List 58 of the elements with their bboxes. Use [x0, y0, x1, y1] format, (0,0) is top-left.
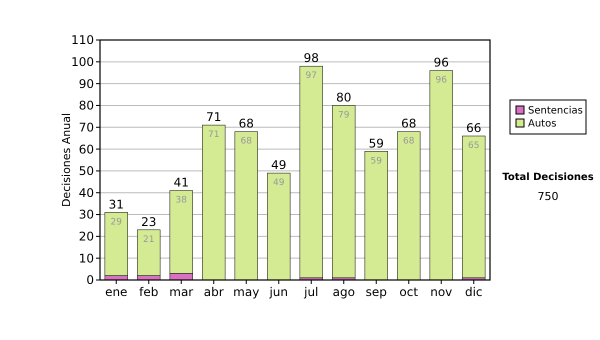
- total-label: 71: [206, 110, 222, 124]
- text: 750: [538, 190, 558, 203]
- total-label: 23: [141, 214, 156, 229]
- total-label: 31: [108, 197, 124, 212]
- total-label: 98: [304, 51, 319, 66]
- total-label: 41: [174, 176, 189, 190]
- data-label: 71: [208, 130, 220, 140]
- x-tick-label: dic: [464, 285, 483, 299]
- total-label: 68: [238, 116, 254, 131]
- y-tick-label: 100: [71, 55, 94, 70]
- legend-label: Sentencias: [528, 106, 583, 116]
- total-label: 66: [466, 121, 482, 135]
- data-label: 79: [338, 110, 350, 120]
- y-tick-label: 10: [78, 251, 94, 266]
- x-tick-label: feb: [139, 285, 158, 299]
- data-label: 38: [176, 196, 188, 206]
- x-tick-label: mar: [169, 285, 194, 299]
- x-tick-label: ene: [105, 285, 128, 299]
- y-tick-label: 0: [86, 273, 94, 288]
- data-label: 96: [436, 76, 448, 86]
- x-tick-label: sep: [366, 285, 387, 299]
- x-tick-label: may: [233, 285, 260, 299]
- legend-label: Autos: [528, 118, 556, 130]
- x-tick-label: ago: [332, 285, 355, 299]
- total-label: 49: [271, 158, 286, 172]
- bar: [462, 136, 486, 278]
- bar: [137, 230, 160, 276]
- y-tick-label: 80: [78, 98, 94, 113]
- data-label: 29: [110, 217, 122, 228]
- text: Total Decisiones: [502, 172, 594, 183]
- data-label: 68: [240, 136, 252, 147]
- y-tick-label: 90: [78, 76, 94, 91]
- total-label: 68: [401, 116, 416, 131]
- bar: [332, 105, 356, 278]
- data-label: 97: [306, 71, 317, 82]
- y-tick-label: 20: [78, 230, 94, 244]
- data-label: 49: [273, 178, 285, 188]
- x-tick-label: jul: [303, 285, 318, 299]
- y-axis-title: Decisiones Anual: [60, 112, 73, 208]
- bar: [300, 66, 323, 278]
- data-label: 68: [403, 136, 415, 147]
- x-tick-label: nov: [430, 285, 452, 299]
- x-tick-label: oct: [399, 285, 418, 299]
- data-label: 21: [143, 234, 154, 245]
- y-tick-label: 30: [78, 208, 94, 222]
- y-tick-label: 110: [71, 33, 94, 48]
- y-tick-label: 60: [78, 142, 94, 156]
- y-tick-label: 40: [78, 186, 94, 200]
- x-tick-label: jun: [268, 285, 288, 299]
- total-label: 96: [434, 56, 449, 70]
- y-tick-label: 50: [78, 164, 94, 178]
- data-label: 65: [468, 141, 480, 151]
- data-label: 59: [370, 156, 382, 166]
- total-label: 80: [336, 90, 352, 104]
- bar: [104, 212, 128, 276]
- total-label: 59: [368, 136, 384, 150]
- y-tick-label: 70: [78, 120, 94, 134]
- x-tick-label: abr: [204, 285, 224, 299]
